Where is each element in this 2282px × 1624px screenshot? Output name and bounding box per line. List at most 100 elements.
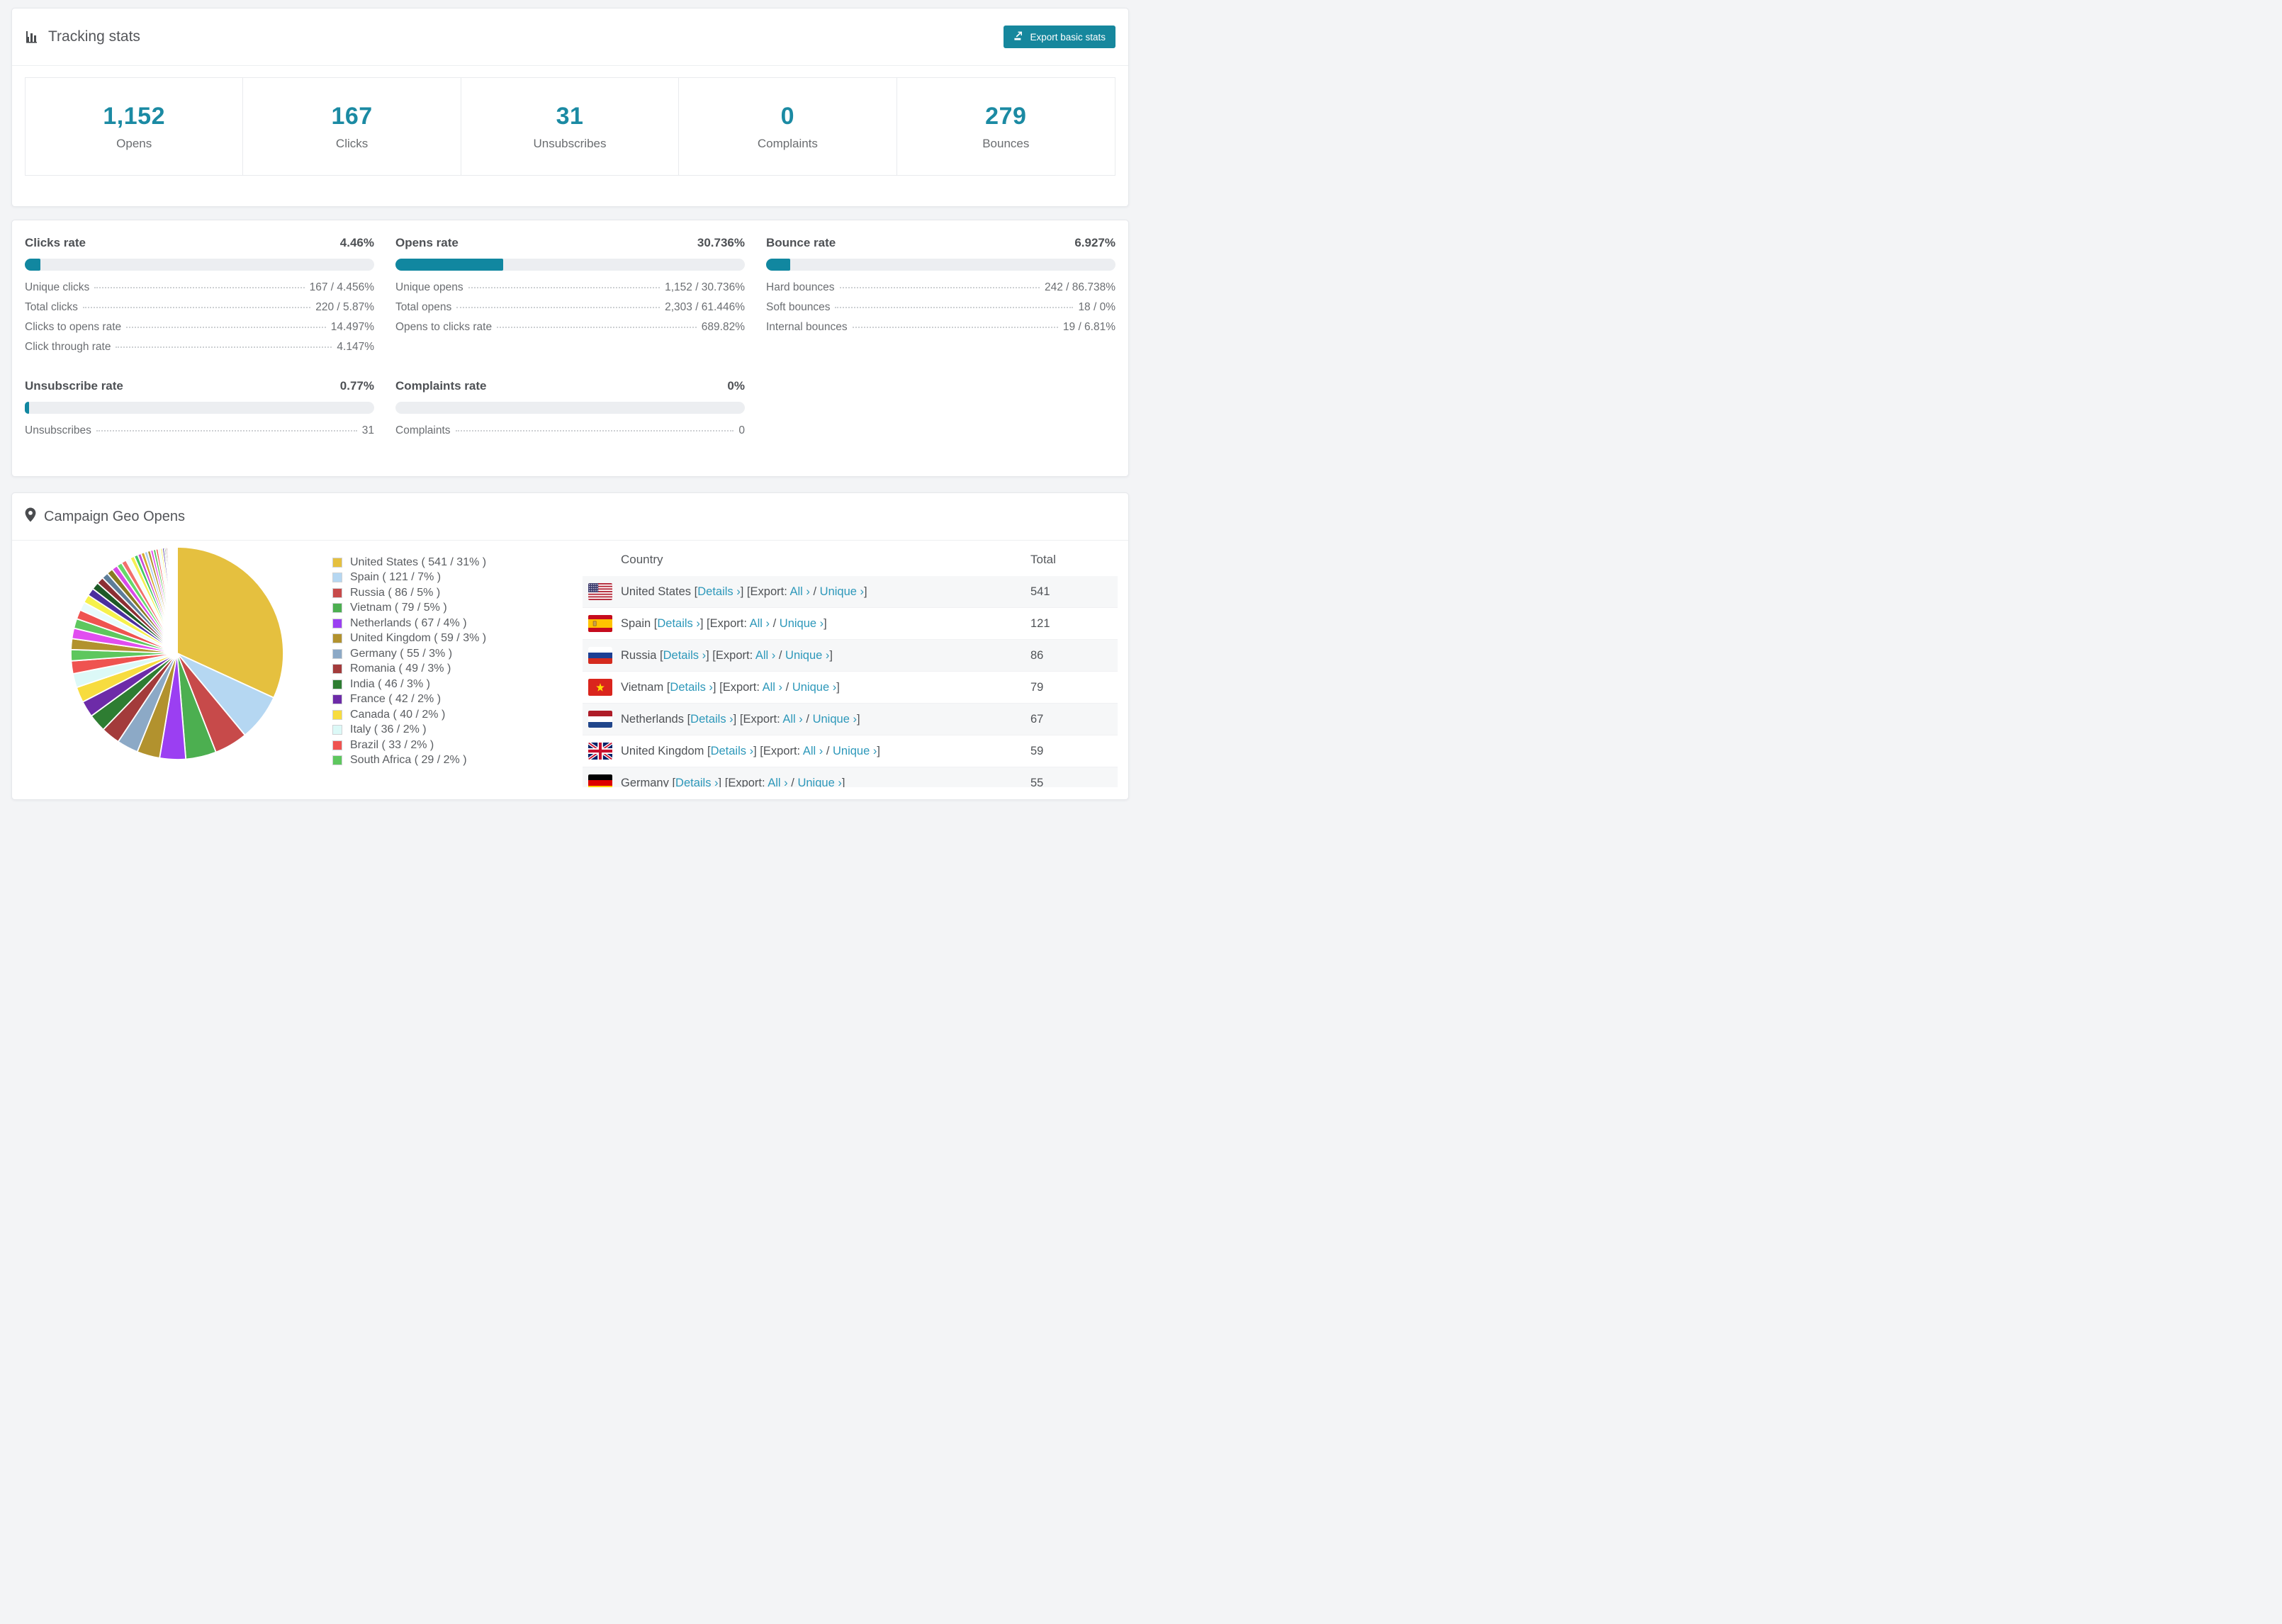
- page-title-text: Tracking stats: [48, 28, 140, 45]
- export-button-label: Export basic stats: [1030, 31, 1106, 43]
- total-column-header: Total: [1030, 553, 1056, 566]
- stat-value: 279: [985, 102, 1027, 130]
- rate-progressbar-opens-rate: [395, 259, 745, 271]
- rate-title: Complaints rate: [395, 379, 487, 393]
- rate-detail-row: Hard bounces 242 / 86.738%: [766, 281, 1115, 301]
- legend-item-fr: France ( 42 / 2% ): [332, 692, 486, 708]
- total-cell: 121: [1030, 616, 1050, 630]
- stat-value: 0: [780, 102, 795, 130]
- es-export-unique-link[interactable]: Unique ›: [779, 616, 824, 630]
- gb-export-all-link[interactable]: All ›: [802, 744, 824, 757]
- vn-export-unique-link[interactable]: Unique ›: [792, 680, 837, 694]
- gb-export-unique-link[interactable]: Unique ›: [833, 744, 877, 757]
- us-export-all-link[interactable]: All ›: [789, 585, 810, 598]
- rate-detail-value: 0: [738, 424, 745, 436]
- de-export-all-link[interactable]: All ›: [768, 776, 788, 788]
- legend-swatch: [332, 694, 342, 705]
- rate-detail-row: Total clicks 220 / 5.87%: [25, 301, 374, 321]
- pie-slice-other-44[interactable]: [176, 546, 178, 654]
- pie-legend: United States ( 541 / 31% ) Spain ( 121 …: [332, 555, 486, 768]
- legend-swatch: [332, 603, 342, 614]
- rate-detail-value: 220 / 5.87%: [315, 301, 374, 313]
- ru-export-all-link[interactable]: All ›: [755, 648, 776, 662]
- dotted-leader: [456, 307, 661, 308]
- de-details-link[interactable]: Details ›: [675, 776, 719, 788]
- rate-title: Clicks rate: [25, 236, 86, 249]
- stat-card-opens: 1,152 Opens: [26, 78, 244, 175]
- nl-export-unique-link[interactable]: Unique ›: [812, 712, 857, 726]
- rate-title: Opens rate: [395, 236, 459, 249]
- rate-detail-row: Unique opens 1,152 / 30.736%: [395, 281, 745, 301]
- us-export-unique-link[interactable]: Unique ›: [819, 585, 865, 598]
- rate-detail-label: Soft bounces: [766, 301, 831, 313]
- legend-item-ro: Romania ( 49 / 3% ): [332, 662, 486, 677]
- rate-block-unsubscribe-rate: Unsubscribe rate 0.77% Unsubscribes 31: [25, 379, 374, 444]
- es-details-link[interactable]: Details ›: [657, 616, 700, 630]
- country-name: Russia: [621, 648, 657, 662]
- legend-label: South Africa ( 29 / 2% ): [350, 754, 467, 767]
- dotted-leader: [96, 430, 357, 432]
- rate-detail-label: Opens to clicks rate: [395, 321, 493, 333]
- ru-export-unique-link[interactable]: Unique ›: [785, 648, 830, 662]
- geo-table-row-ru: Russia [Details ›] [Export: All › / Uniq…: [583, 640, 1118, 672]
- legend-item-br: Brazil ( 33 / 2% ): [332, 738, 486, 753]
- pie-slice-united-states[interactable]: [176, 546, 284, 699]
- page-title: Tracking stats: [25, 28, 140, 45]
- geo-section-header: Campaign Geo Opens: [12, 493, 1128, 541]
- tracking-stats-card: Tracking stats Export basic stats 1,152 …: [11, 8, 1129, 207]
- es-flag-icon: [588, 615, 612, 632]
- rate-detail-value: 167 / 4.456%: [309, 281, 374, 293]
- country-cell: Vietnam [Details ›] [Export: All › / Uni…: [621, 680, 840, 694]
- rate-detail-row: Total opens 2,303 / 61.446%: [395, 301, 745, 321]
- export-basic-stats-button[interactable]: Export basic stats: [1004, 26, 1115, 48]
- dotted-leader: [852, 327, 1058, 328]
- es-export-all-link[interactable]: All ›: [749, 616, 770, 630]
- geo-table-container: Country Total United States [Details ›] …: [583, 543, 1118, 787]
- ru-details-link[interactable]: Details ›: [663, 648, 707, 662]
- legend-swatch: [332, 557, 342, 568]
- rate-detail-label: Unique clicks: [25, 281, 90, 293]
- stat-card-clicks: 167 Clicks: [243, 78, 461, 175]
- rate-progressbar-complaints-rate: [395, 402, 745, 414]
- rate-detail-label: Internal bounces: [766, 321, 848, 333]
- stat-card-complaints: 0 Complaints: [679, 78, 897, 175]
- country-name: Vietnam: [621, 680, 664, 694]
- rate-detail-value: 689.82%: [701, 321, 745, 333]
- country-name: Germany: [621, 776, 669, 788]
- nl-export-all-link[interactable]: All ›: [782, 712, 803, 726]
- rate-block-complaints-rate: Complaints rate 0% Complaints 0: [395, 379, 745, 444]
- dotted-leader: [839, 287, 1040, 288]
- total-cell: 86: [1030, 648, 1044, 662]
- legend-item-us: United States ( 541 / 31% ): [332, 555, 486, 570]
- legend-item-ca: Canada ( 40 / 2% ): [332, 707, 486, 723]
- geo-opens-pie-chart: [70, 546, 284, 760]
- legend-item-es: Spain ( 121 / 7% ): [332, 570, 486, 586]
- rate-detail-value: 1,152 / 30.736%: [665, 281, 745, 293]
- gb-details-link[interactable]: Details ›: [710, 744, 754, 757]
- dotted-leader: [126, 327, 326, 328]
- vn-export-all-link[interactable]: All ›: [762, 680, 783, 694]
- rate-progressbar-unsubscribe-rate: [25, 402, 374, 414]
- stats-summary-strip: 1,152 Opens 167 Clicks 31 Unsubscribes 0 Co…: [25, 77, 1115, 176]
- de-export-unique-link[interactable]: Unique ›: [797, 776, 842, 788]
- stat-value: 31: [556, 102, 584, 130]
- tracking-stats-header: Tracking stats Export basic stats: [12, 9, 1128, 66]
- nl-details-link[interactable]: Details ›: [690, 712, 734, 726]
- legend-label: Brazil ( 33 / 2% ): [350, 738, 434, 751]
- rate-detail-label: Unique opens: [395, 281, 463, 293]
- vn-flag-icon: [588, 679, 612, 696]
- stat-card-bounces: 279 Bounces: [896, 78, 1115, 175]
- legend-swatch: [332, 664, 342, 675]
- rate-detail-row: Soft bounces 18 / 0%: [766, 301, 1115, 321]
- gb-flag-icon: [588, 743, 612, 760]
- dotted-leader: [468, 287, 661, 288]
- de-flag-icon: [588, 774, 612, 787]
- rate-detail-row: Clicks to opens rate 14.497%: [25, 321, 374, 341]
- legend-label: India ( 46 / 3% ): [350, 677, 430, 690]
- us-details-link[interactable]: Details ›: [697, 585, 741, 598]
- legend-swatch: [332, 709, 342, 720]
- rate-detail-label: Click through rate: [25, 341, 111, 353]
- stat-label: Complaints: [757, 136, 818, 150]
- vn-details-link[interactable]: Details ›: [670, 680, 713, 694]
- country-name: United States: [621, 585, 692, 598]
